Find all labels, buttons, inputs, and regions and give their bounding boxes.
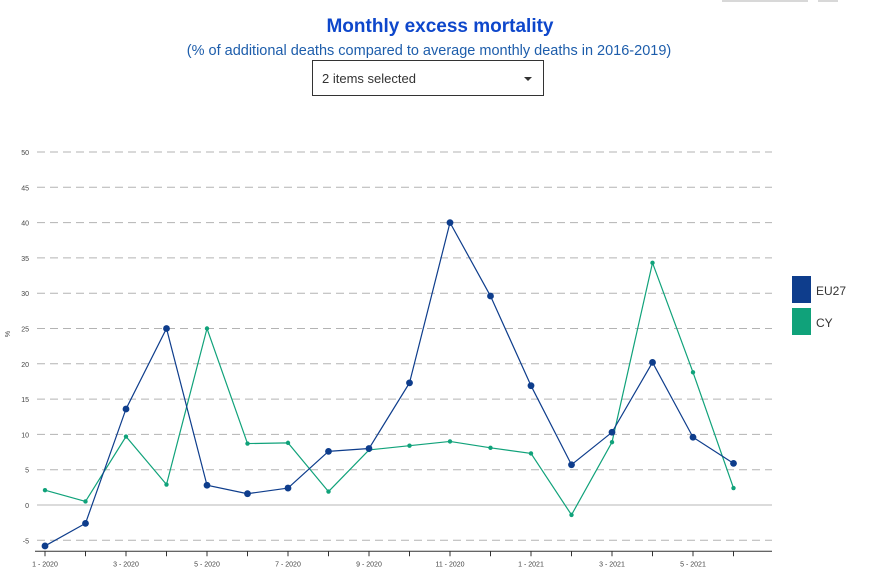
data-point-cy bbox=[609, 439, 615, 445]
data-point-cy bbox=[731, 485, 736, 491]
chart-title: Monthly excess mortality bbox=[326, 16, 554, 37]
y-tick-label: 50 bbox=[21, 150, 29, 157]
data-point-cy bbox=[245, 441, 250, 446]
y-tick-label: -5 bbox=[23, 538, 29, 545]
data-point-cy bbox=[285, 440, 291, 446]
y-tick-label: 25 bbox=[21, 327, 29, 334]
y-tick-label: 5 bbox=[25, 468, 29, 475]
data-point-eu27 bbox=[446, 219, 454, 227]
y-tick-label: 40 bbox=[21, 221, 29, 228]
data-point-eu27 bbox=[82, 519, 89, 527]
y-tick-label: 20 bbox=[21, 362, 29, 369]
series-line-eu27 bbox=[44, 220, 734, 547]
data-point-cy bbox=[326, 489, 331, 494]
data-point-eu27 bbox=[244, 490, 251, 498]
data-point-eu27 bbox=[284, 484, 292, 492]
data-point-eu27 bbox=[365, 445, 373, 452]
x-tick-label: 5 - 2020 bbox=[194, 561, 220, 568]
data-point-cy bbox=[164, 482, 169, 487]
data-point-cy bbox=[83, 499, 88, 504]
data-point-eu27 bbox=[487, 292, 494, 300]
x-tick-label: 9 - 2020 bbox=[356, 561, 382, 568]
legend-label-cy: CY bbox=[816, 316, 833, 330]
caret-down-icon bbox=[524, 77, 532, 81]
data-point-cy bbox=[204, 326, 210, 331]
data-point-eu27 bbox=[527, 382, 535, 390]
data-point-cy bbox=[123, 434, 129, 439]
x-tick-label: 7 - 2020 bbox=[275, 561, 301, 568]
x-tick-label: 11 - 2020 bbox=[435, 561, 464, 568]
legend-swatch-cy bbox=[792, 308, 811, 335]
x-tick-label: 1 - 2021 bbox=[518, 561, 544, 568]
y-tick-label: 35 bbox=[21, 256, 29, 263]
x-tick-label: 1 - 2020 bbox=[32, 561, 58, 568]
x-tick-label: 3 - 2021 bbox=[599, 561, 625, 568]
y-tick-label: 45 bbox=[21, 185, 29, 192]
y-tick-label: 15 bbox=[21, 397, 29, 404]
country-selector-dropdown[interactable]: 2 items selected bbox=[312, 60, 544, 96]
data-point-cy bbox=[447, 439, 453, 444]
data-point-eu27 bbox=[325, 447, 332, 455]
x-tick-label: 5 - 2021 bbox=[680, 561, 706, 568]
dropdown-value: 2 items selected bbox=[322, 71, 416, 86]
series-line-cy bbox=[44, 260, 735, 517]
data-point-cy bbox=[690, 370, 696, 375]
data-point-eu27 bbox=[649, 358, 656, 366]
y-tick-label: 0 bbox=[25, 503, 29, 510]
data-point-cy bbox=[650, 260, 655, 266]
data-point-eu27 bbox=[608, 428, 616, 436]
data-point-eu27 bbox=[568, 461, 575, 469]
data-point-eu27 bbox=[122, 405, 130, 413]
data-point-eu27 bbox=[730, 459, 737, 467]
data-point-cy bbox=[407, 443, 412, 448]
data-point-cy bbox=[42, 487, 48, 493]
data-point-eu27 bbox=[689, 433, 697, 441]
legend-label-eu27: EU27 bbox=[816, 284, 847, 298]
data-point-cy bbox=[569, 512, 574, 518]
chart-subtitle: (% of additional deaths compared to aver… bbox=[186, 43, 672, 59]
legend-swatch-eu27 bbox=[792, 276, 811, 303]
top-edge-decoration bbox=[722, 0, 842, 3]
y-tick-label: 10 bbox=[21, 432, 29, 439]
data-point-eu27 bbox=[163, 325, 170, 332]
data-point-eu27 bbox=[41, 542, 49, 550]
y-axis-label: % bbox=[5, 331, 12, 337]
y-tick-label: 30 bbox=[21, 291, 29, 298]
data-point-cy bbox=[528, 451, 534, 456]
data-point-eu27 bbox=[203, 481, 211, 489]
data-point-eu27 bbox=[406, 379, 413, 387]
data-point-cy bbox=[488, 445, 493, 451]
x-tick-label: 3 - 2020 bbox=[113, 561, 139, 568]
